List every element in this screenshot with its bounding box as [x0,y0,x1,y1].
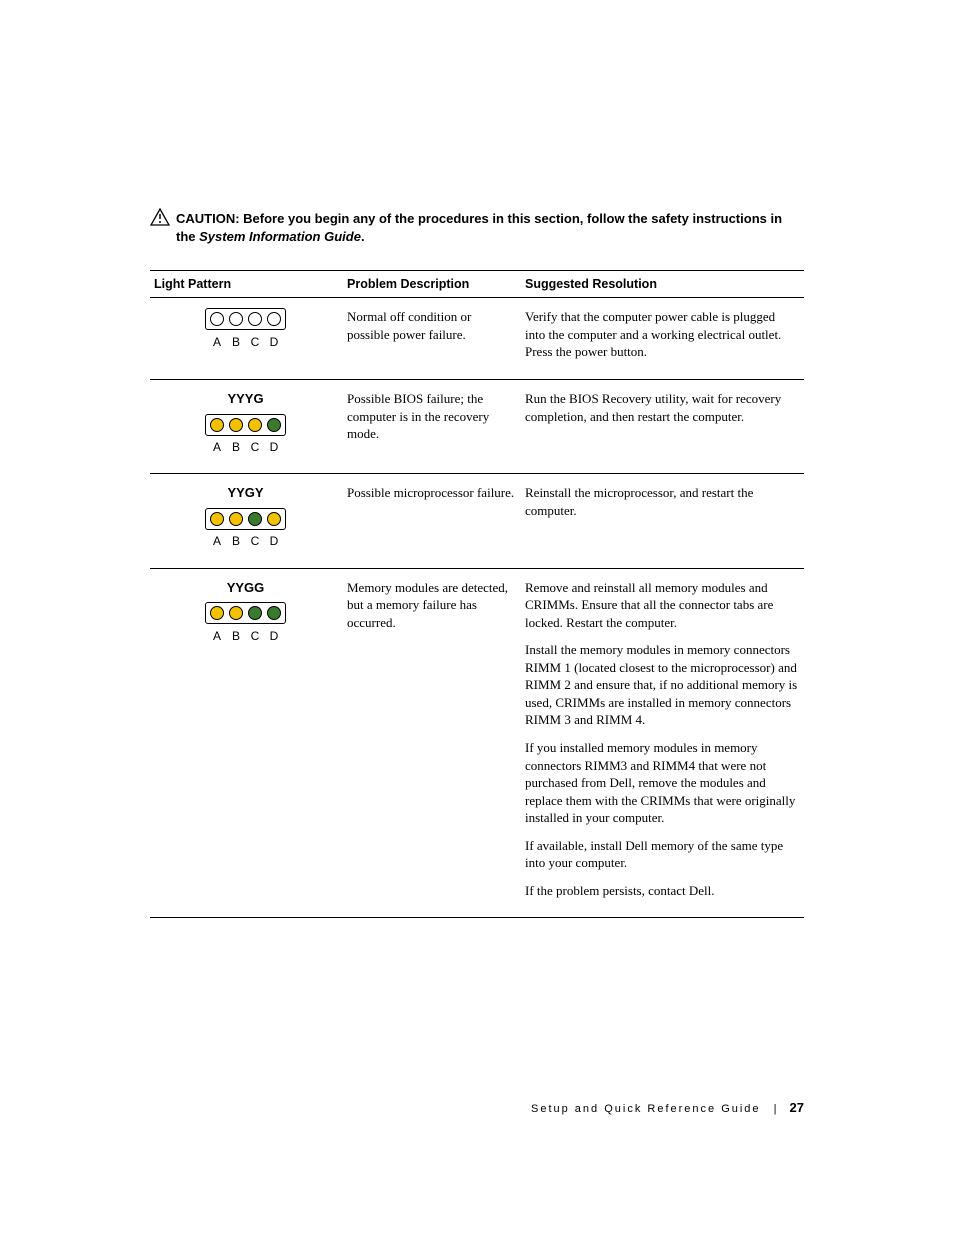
header-resolution: Suggested Resolution [521,271,804,298]
footer-page-number: 27 [790,1100,804,1115]
light-label: C [248,533,262,549]
problem-cell: Normal off condition or possible power f… [343,298,521,380]
resolution-paragraph: If you installed memory modules in memor… [525,739,798,827]
diagnostic-table: Light Pattern Problem Description Sugges… [150,270,804,918]
problem-cell: Possible microprocessor failure. [343,474,521,568]
labels-row: ABCD [154,628,337,644]
light-label: D [267,334,281,350]
light-label: A [210,533,224,549]
light-yellow [210,418,224,432]
pattern-code: YYGG [154,579,337,597]
light-green [248,512,262,526]
pattern-cell: ABCD [150,298,343,380]
light-box [205,602,286,624]
light-label: B [229,533,243,549]
problem-cell: Memory modules are detected, but a memor… [343,568,521,918]
light-off [210,312,224,326]
caution-prefix: CAUTION: [176,211,243,226]
pattern-cell: YYGY ABCD [150,474,343,568]
caution-text: CAUTION: Before you begin any of the pro… [176,210,804,246]
table-row: YYGG ABCD Memory modules are detected, but… [150,568,804,918]
caution-suffix: . [361,229,365,244]
lights-row [210,606,281,620]
pattern-cell: YYYG ABCD [150,380,343,474]
light-label: A [210,439,224,455]
light-yellow [229,512,243,526]
resolution-paragraph: If available, install Dell memory of the… [525,837,798,872]
light-label: C [248,334,262,350]
table-row: ABCD Normal off condition or possible pow… [150,298,804,380]
light-label: D [267,628,281,644]
light-off [267,312,281,326]
resolution-cell: Remove and reinstall all memory modules … [521,568,804,918]
light-box [205,508,286,530]
light-box [205,414,286,436]
table-row: YYGY ABCD Possible microprocessor failure.… [150,474,804,568]
resolution-paragraph: Install the memory modules in memory con… [525,641,798,729]
lights-row [210,512,281,526]
resolution-paragraph: Reinstall the microprocessor, and restar… [525,484,798,519]
problem-cell: Possible BIOS failure; the computer is i… [343,380,521,474]
light-yellow [210,512,224,526]
resolution-paragraph: If the problem persists, contact Dell. [525,882,798,900]
light-yellow [229,418,243,432]
lights-row [210,418,281,432]
resolution-paragraph: Remove and reinstall all memory modules … [525,579,798,632]
resolution-cell: Verify that the computer power cable is … [521,298,804,380]
light-label: C [248,439,262,455]
resolution-cell: Run the BIOS Recovery utility, wait for … [521,380,804,474]
light-label: D [267,533,281,549]
resolution-cell: Reinstall the microprocessor, and restar… [521,474,804,568]
resolution-paragraph: Run the BIOS Recovery utility, wait for … [525,390,798,425]
light-label: C [248,628,262,644]
light-green [267,418,281,432]
labels-row: ABCD [154,439,337,455]
light-yellow [210,606,224,620]
pattern-code: YYGY [154,484,337,502]
header-pattern: Light Pattern [150,271,343,298]
footer-title: Setup and Quick Reference Guide [531,1103,761,1115]
lights-row [210,312,281,326]
light-label: B [229,628,243,644]
pattern-cell: YYGG ABCD [150,568,343,918]
table-header-row: Light Pattern Problem Description Sugges… [150,271,804,298]
light-label: B [229,439,243,455]
header-problem: Problem Description [343,271,521,298]
table-row: YYYG ABCD Possible BIOS failure; the compu… [150,380,804,474]
pattern-code: YYYG [154,390,337,408]
footer-separator: | [774,1103,777,1115]
light-box [205,308,286,330]
light-green [248,606,262,620]
caution-icon [150,208,170,231]
light-label: D [267,439,281,455]
caution-block: CAUTION: Before you begin any of the pro… [150,210,804,246]
light-off [248,312,262,326]
labels-row: ABCD [154,334,337,350]
caution-italic: System Information Guide [199,229,361,244]
page-footer: Setup and Quick Reference Guide | 27 [531,1100,804,1115]
light-label: A [210,628,224,644]
light-label: B [229,334,243,350]
light-yellow [229,606,243,620]
light-yellow [267,512,281,526]
document-page: CAUTION: Before you begin any of the pro… [0,0,954,1235]
labels-row: ABCD [154,533,337,549]
light-green [267,606,281,620]
resolution-paragraph: Verify that the computer power cable is … [525,308,798,361]
light-yellow [248,418,262,432]
light-off [229,312,243,326]
light-label: A [210,334,224,350]
